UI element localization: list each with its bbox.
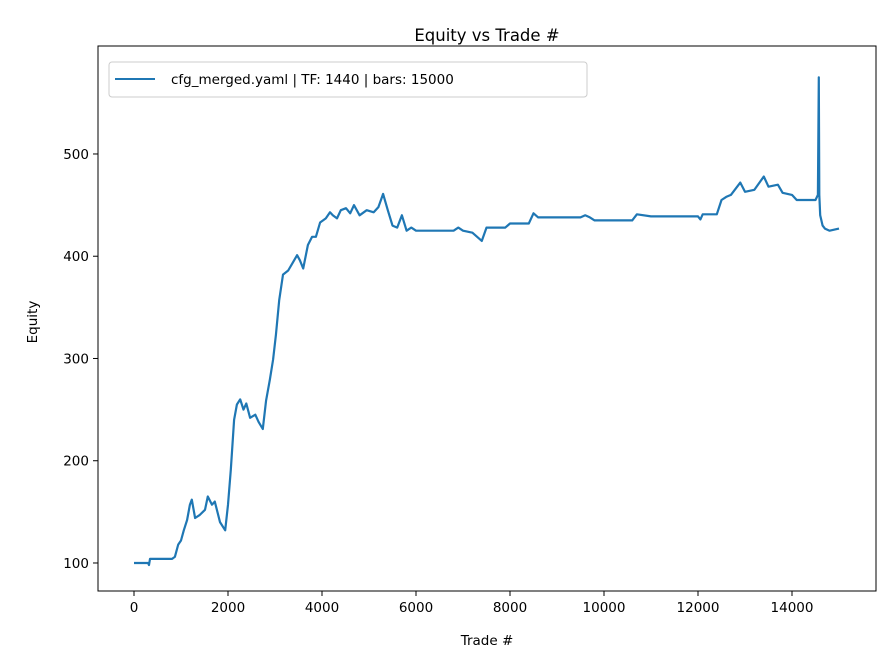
legend-box <box>108 61 588 98</box>
chart-title: Equity vs Trade # <box>414 26 559 45</box>
legend-entry: cfg_merged.yaml | TF: 1440 | bars: 15000 <box>171 72 454 88</box>
x-tick-label: 10000 <box>583 600 626 616</box>
x-tick-label: 12000 <box>677 600 720 616</box>
x-axis-label: Trade # <box>460 633 514 649</box>
x-tick-label: 2000 <box>211 600 245 616</box>
y-tick-label: 300 <box>63 351 89 367</box>
x-tick-label: 0 <box>130 600 139 616</box>
y-tick-label: 100 <box>63 556 89 572</box>
equity-series-line <box>134 76 840 567</box>
axes-frame <box>97 45 877 592</box>
legend: cfg_merged.yaml | TF: 1440 | bars: 15000 <box>108 61 588 98</box>
x-tick-label: 6000 <box>399 600 433 616</box>
x-tick-label: 14000 <box>771 600 814 616</box>
y-axis-label: Equity <box>25 301 41 344</box>
y-tick-label: 200 <box>63 454 89 470</box>
x-tick-label: 8000 <box>493 600 527 616</box>
y-tick-label: 400 <box>63 249 89 265</box>
y-tick-label: 500 <box>63 147 89 163</box>
x-tick-label: 4000 <box>305 600 339 616</box>
